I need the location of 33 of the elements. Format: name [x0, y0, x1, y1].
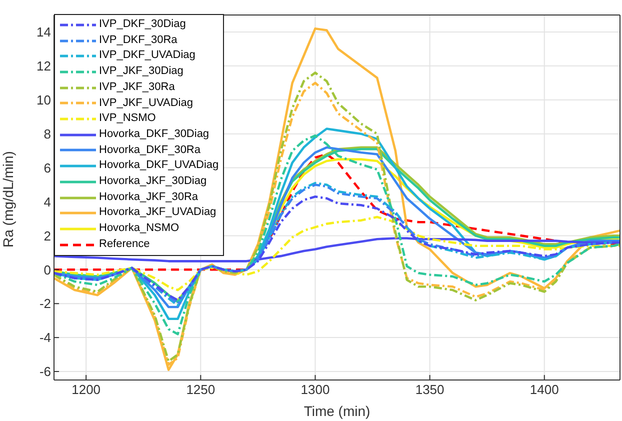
- legend-label: IVP_DKF_30Ra: [99, 32, 178, 48]
- x-tick-label: 1400: [530, 382, 559, 398]
- legend-label: Hovorka_DKF_30Ra: [99, 142, 200, 158]
- y-tick-label: 4: [44, 194, 51, 210]
- legend-label: Reference: [99, 236, 150, 252]
- x-tick-label: 1300: [300, 382, 330, 398]
- legend-label: Hovorka_JKF_UVADiag: [99, 205, 216, 220]
- legend-label: Hovorka_JKF_30Diag: [99, 174, 207, 190]
- y-tick-label: 8: [44, 126, 51, 142]
- y-tick-label: 0: [44, 262, 51, 278]
- y-tick-label: 10: [36, 92, 51, 108]
- x-tick-label: 1350: [415, 382, 444, 398]
- legend-label: IVP_JKF_UVADiag: [99, 96, 193, 111]
- y-tick-label: 2: [44, 228, 51, 244]
- y-tick-label: -6: [39, 364, 51, 380]
- legend-label: IVP_JKF_30Diag: [99, 64, 184, 80]
- y-tick-label: 6: [44, 160, 51, 176]
- legend-label: Hovorka_DKF_30Diag: [99, 126, 210, 142]
- x-tick-label: 1250: [186, 382, 216, 398]
- legend-label: IVP_DKF_30Diag: [99, 17, 186, 32]
- legend-label: IVP_DKF_UVADiag: [99, 48, 196, 64]
- legend-label: Hovorka_JKF_30Ra: [99, 190, 198, 205]
- y-tick-label: -2: [39, 296, 51, 312]
- legend-label: Hovorka_DKF_UVADiag: [99, 158, 219, 174]
- legend-label: Hovorka_NSMO: [99, 221, 180, 236]
- legend-label: IVP_NSMO: [99, 111, 156, 126]
- y-tick-label: -4: [39, 330, 51, 346]
- y-tick-label: 12: [36, 58, 51, 74]
- legend-label: IVP_JKF_30Ra: [99, 80, 175, 95]
- x-tick-label: 1200: [72, 382, 101, 398]
- x-axis-title: Time (min): [304, 403, 370, 419]
- y-axis-title: Ra (mg/dL/min): [0, 151, 16, 248]
- y-tick-label: 14: [36, 24, 51, 40]
